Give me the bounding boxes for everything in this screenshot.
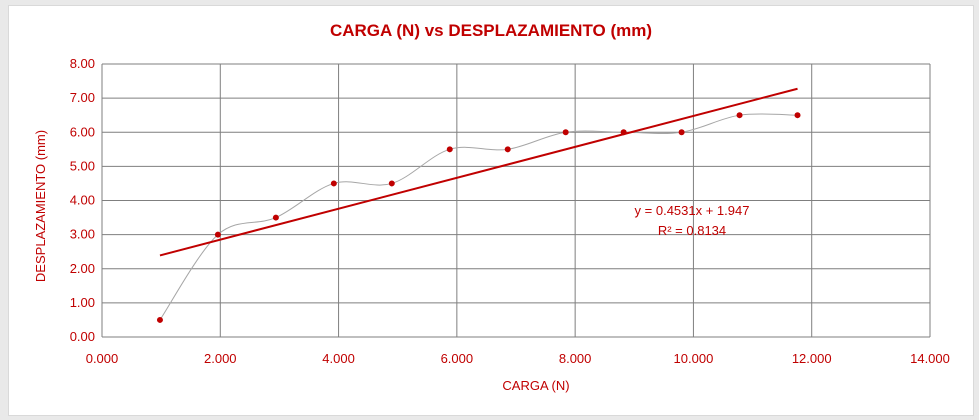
data-point <box>446 146 453 153</box>
data-point <box>794 112 801 119</box>
data-point <box>736 112 743 119</box>
x-tick-label: 8.000 <box>559 351 592 366</box>
grid <box>101 63 931 338</box>
x-tick-label: 4.000 <box>322 351 355 366</box>
data-point <box>272 214 279 221</box>
y-tick-label: 2.00 <box>70 261 95 276</box>
chart-svg: CARGA (N) vs DESPLAZAMIENTO (mm) 0.00 1.0… <box>33 21 950 393</box>
y-tick-labels: 0.00 1.00 2.00 3.00 4.00 5.00 6.00 7.00 8.00 <box>70 56 95 344</box>
x-tick-label: 2.000 <box>204 351 237 366</box>
y-tick-label: 7.00 <box>70 90 95 105</box>
y-tick-label: 4.00 <box>70 193 95 208</box>
x-axis-label: CARGA (N) <box>502 378 569 393</box>
data-point <box>562 129 569 136</box>
data-point <box>678 129 685 136</box>
x-tick-labels: 0.000 2.000 4.000 6.000 8.000 10.000 12.000 14.… <box>86 351 950 366</box>
x-tick-label: 0.000 <box>86 351 119 366</box>
x-tick-label: 12.000 <box>792 351 832 366</box>
x-tick-label: 6.000 <box>441 351 474 366</box>
data-points <box>156 112 801 323</box>
y-tick-label: 5.00 <box>70 158 95 173</box>
y-tick-label: 6.00 <box>70 124 95 139</box>
y-tick-label: 8.00 <box>70 56 95 71</box>
y-tick-label: 0.00 <box>70 329 95 344</box>
x-tick-label: 10.000 <box>674 351 714 366</box>
trendline-r2: R² = 0.8134 <box>658 223 726 238</box>
trendline <box>159 87 798 257</box>
y-tick-label: 3.00 <box>70 227 95 242</box>
data-point <box>156 316 163 323</box>
chart-title: CARGA (N) vs DESPLAZAMIENTO (mm) <box>330 21 652 40</box>
data-point <box>388 180 395 187</box>
trendline-equation: y = 0.4531x + 1.947 <box>635 203 750 218</box>
data-point <box>214 231 221 238</box>
data-point <box>330 180 337 187</box>
y-tick-label: 1.00 <box>70 295 95 310</box>
data-point <box>620 129 627 136</box>
data-point <box>504 146 511 153</box>
chart-area: CARGA (N) vs DESPLAZAMIENTO (mm) 0.00 1.0… <box>8 5 974 416</box>
y-axis-label: DESPLAZAMIENTO (mm) <box>33 130 48 282</box>
x-tick-label: 14.000 <box>910 351 950 366</box>
